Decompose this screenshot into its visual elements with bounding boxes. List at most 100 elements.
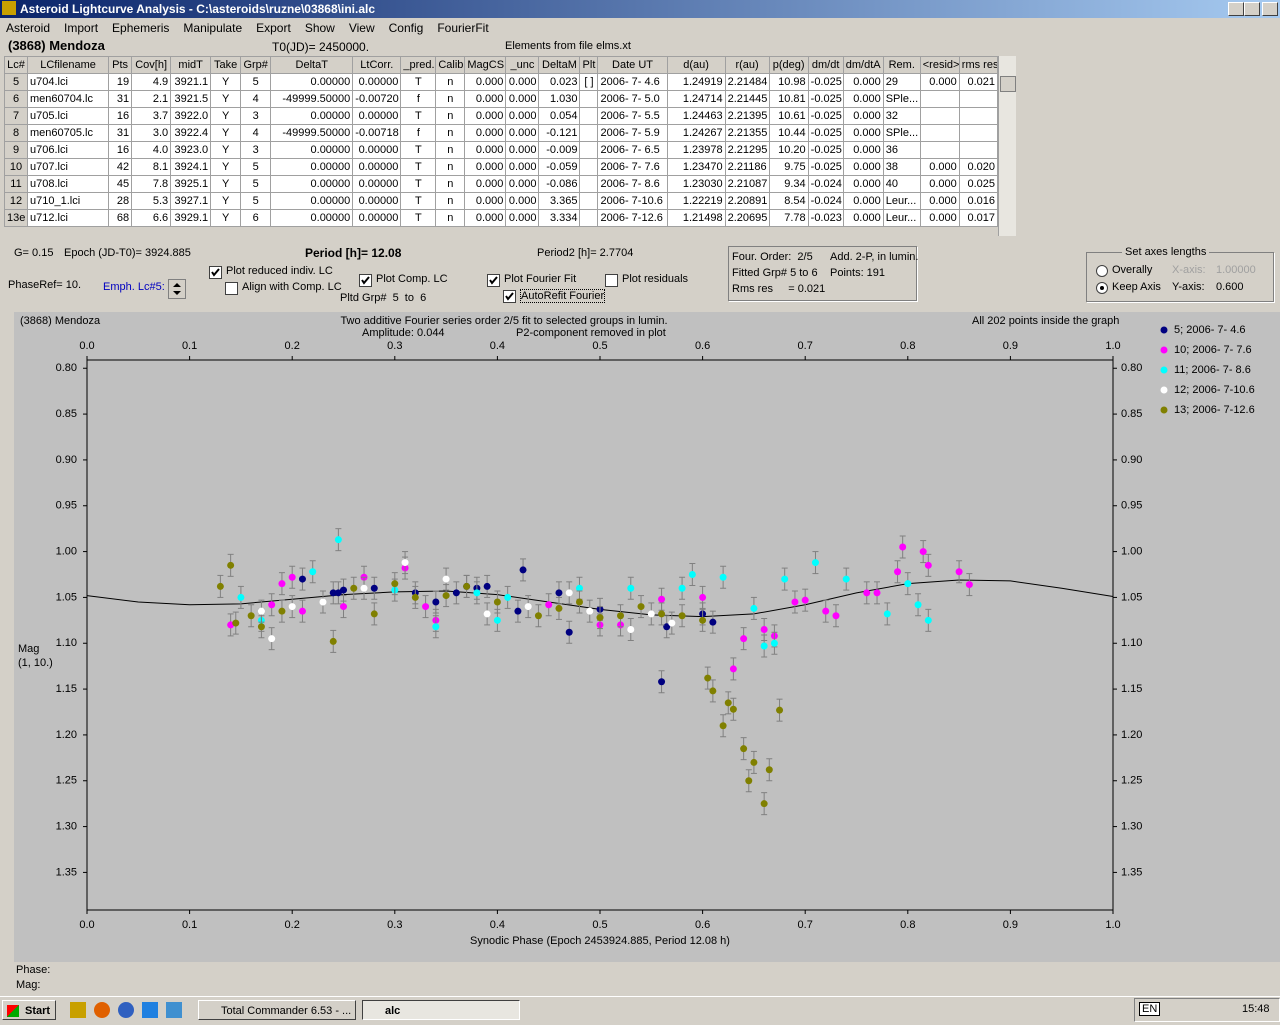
spin-up[interactable] <box>173 283 181 287</box>
table-cell: 0.000 <box>464 107 507 125</box>
column-header[interactable]: LCfilename <box>27 56 110 74</box>
table-cell: 2006- 7- 6.5 <box>597 141 668 159</box>
close-button[interactable] <box>1262 2 1278 16</box>
column-header[interactable]: LtCorr. <box>352 56 402 74</box>
menu-item[interactable]: Manipulate <box>183 21 243 35</box>
menu-item[interactable]: Show <box>304 21 335 35</box>
column-header[interactable]: Calib. <box>435 56 466 74</box>
column-header[interactable]: Plt <box>579 56 599 74</box>
fit-info-line: Four. Order: 2/5 <box>732 251 813 263</box>
quick-launch-icon[interactable] <box>118 1002 134 1018</box>
checkbox[interactable] <box>225 282 238 295</box>
radio-button[interactable] <box>1096 265 1108 277</box>
minimize-button[interactable] <box>1228 2 1244 16</box>
scrollbar[interactable] <box>998 56 1016 236</box>
quick-launch-icon[interactable] <box>142 1002 158 1018</box>
table-cell <box>579 192 599 210</box>
clock: 15:48 <box>1242 1003 1270 1015</box>
emph-spinner[interactable] <box>168 279 186 299</box>
checkbox[interactable] <box>503 290 516 303</box>
menu-item[interactable]: Config <box>388 21 424 35</box>
x-tick-label-top: 0.1 <box>182 340 197 352</box>
table-row[interactable]: 12 u710_1.lci 28 5.3 3927.1 Y 5 0.00000 0.00000 T… <box>3 192 999 210</box>
menu-item[interactable]: Import <box>64 21 99 35</box>
table-cell: 10.81 <box>768 90 809 108</box>
table-cell: 2.21355 <box>724 124 770 142</box>
checkbox[interactable] <box>359 274 372 287</box>
table-cell: 0.000 <box>842 209 884 227</box>
column-header[interactable]: DeltaM <box>538 56 581 74</box>
start-button[interactable]: Start <box>2 1000 56 1020</box>
table-cell: 2.20695 <box>724 209 770 227</box>
radio-button[interactable] <box>1096 282 1108 294</box>
table-cell: Y <box>210 90 242 108</box>
checkbox[interactable] <box>209 266 222 279</box>
spin-down[interactable] <box>173 291 181 295</box>
data-point <box>596 614 604 622</box>
task-button[interactable]: Total Commander 6.53 - ... <box>198 1000 356 1020</box>
menu-item[interactable]: FourierFit <box>437 21 489 35</box>
quick-launch-icon[interactable] <box>166 1002 182 1018</box>
x-tick-label: 0.1 <box>182 919 197 931</box>
column-header[interactable]: Pts <box>108 56 133 74</box>
table-cell: 0.000 <box>842 175 884 193</box>
table-row[interactable]: 6 men60704.lc 31 2.1 3921.5 Y 4 -49999.50000 -0.… <box>3 90 999 108</box>
column-header[interactable]: DeltaT <box>270 56 354 74</box>
quick-launch-icon[interactable] <box>70 1002 86 1018</box>
column-header[interactable]: rms res <box>958 56 999 74</box>
language-indicator[interactable]: EN <box>1139 1002 1161 1016</box>
column-header[interactable]: dm/dt <box>807 56 844 74</box>
checkbox[interactable] <box>605 274 618 287</box>
table-cell: 0.000 <box>919 209 960 227</box>
data-point <box>493 598 501 606</box>
column-header[interactable]: p(deg) <box>768 56 809 74</box>
column-header[interactable]: <resid> <box>919 56 960 74</box>
column-header[interactable]: d(au) <box>666 56 726 74</box>
y-tick-label: 0.85 <box>56 408 77 420</box>
column-header[interactable]: Date UT <box>597 56 668 74</box>
column-header[interactable]: _pred. <box>400 56 437 74</box>
menu-item[interactable]: View <box>348 21 375 35</box>
data-point <box>740 635 748 643</box>
x-tick-label-top: 0.6 <box>695 340 710 352</box>
table-cell <box>579 141 599 159</box>
menu-item[interactable]: Export <box>256 21 291 35</box>
column-header[interactable]: Lc# <box>3 56 29 74</box>
column-header[interactable]: _unc <box>505 56 540 74</box>
table-cell: 0.000 <box>842 141 884 159</box>
column-header[interactable]: midT <box>170 56 212 74</box>
table-cell: u710_1.lci <box>27 192 110 210</box>
task-button-active[interactable]: alc <box>362 1000 520 1020</box>
column-header[interactable]: Cov[h] <box>131 56 172 74</box>
column-header[interactable]: dm/dtA <box>842 56 884 74</box>
data-point <box>309 568 317 576</box>
data-point <box>216 582 224 590</box>
table-row[interactable]: 8 men60705.lc 31 3.0 3922.4 Y 4 -49999.50000 -0.… <box>3 124 999 142</box>
quick-launch-icon[interactable] <box>94 1002 110 1018</box>
row-header: 9 <box>3 141 29 159</box>
legend-label: 11; 2006- 7- 8.6 <box>1174 364 1251 376</box>
column-header[interactable]: Grp# <box>240 56 272 74</box>
data-point <box>647 610 655 618</box>
x-tick-label: 0.3 <box>387 919 402 931</box>
scroll-thumb[interactable] <box>1000 76 1016 92</box>
plotted-groups: Pltd Grp# 5 to 6 <box>340 292 427 304</box>
column-header[interactable]: Take <box>210 56 242 74</box>
table-cell: 3.334 <box>538 209 581 227</box>
table-cell: 0.000 <box>842 90 884 108</box>
fit-info-line: Add. 2-P, in lumin. <box>830 251 919 263</box>
table-cell: T <box>400 158 437 176</box>
column-header[interactable]: Rem. <box>882 56 921 74</box>
maximize-button[interactable] <box>1244 2 1260 16</box>
menu-item[interactable]: Asteroid <box>6 21 51 35</box>
menu-item[interactable]: Ephemeris <box>112 21 170 35</box>
checkbox[interactable] <box>487 274 500 287</box>
column-header[interactable]: MagCS <box>464 56 507 74</box>
column-header[interactable]: r(au) <box>724 56 770 74</box>
